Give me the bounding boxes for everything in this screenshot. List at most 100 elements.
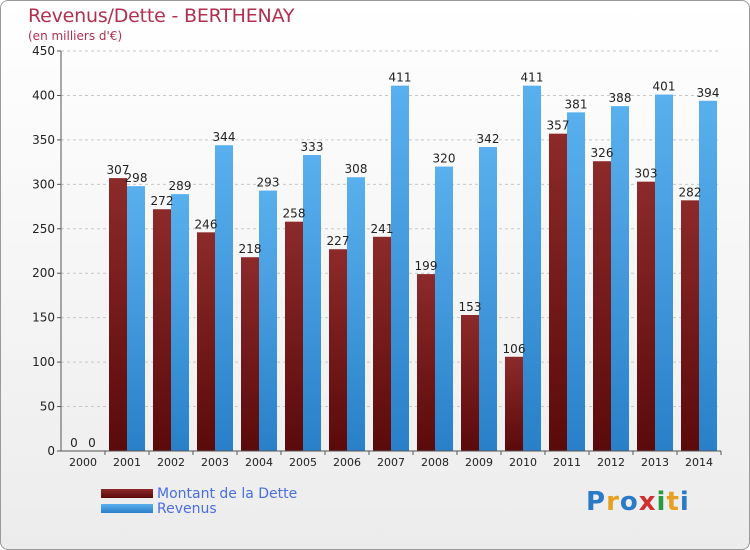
value-label-dette: 227 xyxy=(327,234,350,248)
value-label-revenus: 298 xyxy=(125,171,148,185)
y-tick-label: 100 xyxy=(32,355,55,369)
legend-label-revenus: Revenus xyxy=(157,500,217,517)
x-tick-label: 2006 xyxy=(333,456,361,469)
y-tick-label: 0 xyxy=(47,444,55,458)
logo-letter: x xyxy=(638,487,657,517)
bar-revenus xyxy=(303,155,321,451)
legend-swatch-revenus xyxy=(101,504,153,513)
value-label-revenus: 320 xyxy=(433,152,456,166)
y-tick-label: 200 xyxy=(32,266,55,280)
bar-dette xyxy=(681,200,699,451)
bar-dette xyxy=(637,181,655,451)
x-tick-label: 2000 xyxy=(69,456,97,469)
bar-revenus xyxy=(171,194,189,451)
value-label-dette: 218 xyxy=(239,242,262,256)
bar-revenus xyxy=(259,190,277,452)
bar-revenus xyxy=(655,94,673,452)
bar-revenus xyxy=(479,147,497,451)
bar-revenus xyxy=(567,112,585,451)
x-tick-label: 2002 xyxy=(157,456,185,469)
logo-letter: o xyxy=(619,487,639,517)
y-tick-label: 50 xyxy=(40,400,55,414)
y-tick-label: 450 xyxy=(32,44,55,58)
x-tick-label: 2011 xyxy=(553,456,581,469)
value-label-dette: 272 xyxy=(151,194,174,208)
value-label-dette: 357 xyxy=(547,119,570,133)
x-tick-label: 2003 xyxy=(201,456,229,469)
bar-revenus xyxy=(523,85,541,452)
x-tick-label: 2009 xyxy=(465,456,493,469)
chart-title: Revenus/Dette - BERTHENAY xyxy=(28,5,295,27)
logo-letter: i xyxy=(679,487,690,517)
bar-dette xyxy=(109,178,127,451)
x-tick-label: 2001 xyxy=(113,456,141,469)
bar-dette xyxy=(329,249,347,451)
logo-letter: P xyxy=(586,487,607,517)
bar-dette xyxy=(549,133,567,451)
bar-dette xyxy=(461,315,479,451)
y-tick-label: 250 xyxy=(32,222,55,236)
value-label-dette: 241 xyxy=(371,222,394,236)
value-label-revenus: 411 xyxy=(389,71,412,85)
bar-dette xyxy=(505,356,523,451)
bar-dette xyxy=(373,236,391,451)
x-tick-label: 2005 xyxy=(289,456,317,469)
value-label-revenus: 381 xyxy=(565,97,588,111)
bar-dette xyxy=(417,274,435,451)
x-tick-label: 2013 xyxy=(641,456,669,469)
y-tick-label: 300 xyxy=(32,177,55,191)
logo-letter: i xyxy=(656,487,667,517)
bar-dette xyxy=(593,161,611,451)
value-label-revenus: 289 xyxy=(169,179,192,193)
legend-item-revenus: Revenus xyxy=(101,500,297,517)
value-label-dette: 153 xyxy=(459,300,482,314)
value-label-revenus: 0 xyxy=(88,436,96,450)
value-label-revenus: 333 xyxy=(301,140,324,154)
value-label-revenus: 394 xyxy=(697,86,720,100)
x-tick-label: 2012 xyxy=(597,456,625,469)
value-label-revenus: 388 xyxy=(609,91,632,105)
legend-swatch-dette xyxy=(101,489,153,498)
bar-dette xyxy=(153,209,171,451)
x-tick-label: 2007 xyxy=(377,456,405,469)
value-label-revenus: 293 xyxy=(257,176,280,190)
y-tick-label: 400 xyxy=(32,88,55,102)
bar-revenus xyxy=(611,106,629,451)
bar-revenus xyxy=(435,166,453,452)
value-label-revenus: 342 xyxy=(477,132,500,146)
value-label-revenus: 401 xyxy=(653,80,676,94)
chart-subtitle: (en milliers d'€) xyxy=(28,29,123,43)
legend-item-dette: Montant de la Dette xyxy=(101,485,298,502)
legend-label-dette: Montant de la Dette xyxy=(157,485,298,502)
logo-letter: r xyxy=(606,487,620,517)
value-label-dette: 303 xyxy=(635,167,658,181)
bar-revenus xyxy=(391,85,409,452)
y-tick-label: 150 xyxy=(32,311,55,325)
value-label-dette: 258 xyxy=(283,207,306,221)
proxiti-logo: Proxiti xyxy=(586,487,690,517)
bar-revenus xyxy=(215,145,233,451)
x-tick-label: 2004 xyxy=(245,456,273,469)
value-label-revenus: 411 xyxy=(521,71,544,85)
value-label-revenus: 308 xyxy=(345,162,368,176)
value-label-dette: 246 xyxy=(195,217,218,231)
value-label-dette: 199 xyxy=(415,259,438,273)
x-tick-label: 2008 xyxy=(421,456,449,469)
y-tick-label: 350 xyxy=(32,133,55,147)
value-label-revenus: 344 xyxy=(213,130,236,144)
x-tick-label: 2014 xyxy=(685,456,713,469)
bar-dette xyxy=(197,232,215,451)
x-tick-label: 2010 xyxy=(509,456,537,469)
bar-revenus xyxy=(699,100,717,452)
value-label-dette: 326 xyxy=(591,146,614,160)
value-label-dette: 0 xyxy=(70,436,78,450)
bar-dette xyxy=(285,221,303,451)
bar-dette xyxy=(241,257,259,451)
value-label-dette: 307 xyxy=(107,163,130,177)
legend: Montant de la Dette Revenus xyxy=(101,485,298,517)
bar-revenus xyxy=(347,177,365,451)
bar-revenus xyxy=(127,186,145,451)
value-label-dette: 282 xyxy=(679,185,702,199)
